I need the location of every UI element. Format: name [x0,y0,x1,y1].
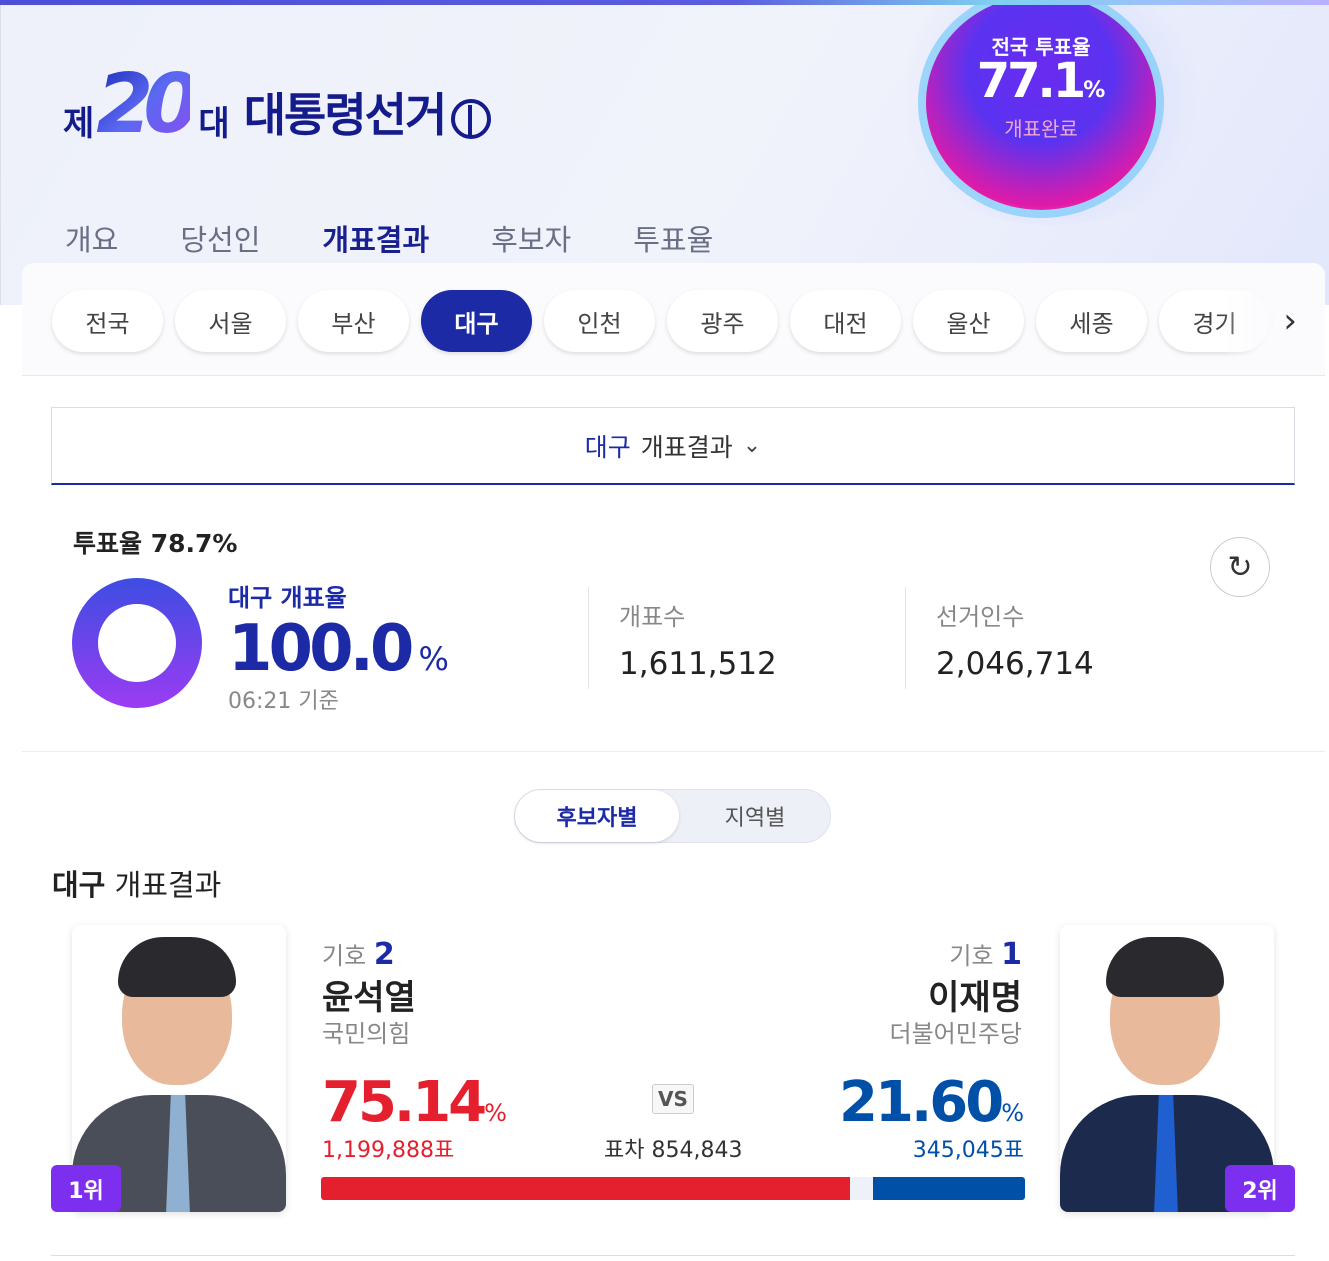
dropdown-region: 대구 [584,432,631,462]
national-turnout-label: 전국 투표율 [991,35,1091,59]
chevron-down-icon: ⌄ [742,433,762,458]
candidate-votes: 345,045표 [912,1138,1024,1163]
top-accent-bar [0,0,1329,5]
vote-stamp-icon [451,99,492,139]
refresh-icon[interactable]: ↻ [1210,537,1270,597]
vs-badge: VS [652,1084,694,1114]
candidate-number: 기호 1 [949,937,1022,972]
candidate-name[interactable]: 윤석열 [322,978,416,1018]
vote-share-bar-right [872,1177,1025,1200]
candidate-name[interactable]: 이재명 [928,978,1022,1018]
vote-difference: 표차 854,843 [604,1138,743,1163]
main-nav: 개요 당선인 개표결과 후보자 투표율 [65,217,713,269]
region-pill[interactable]: 전국 [52,290,163,352]
region-pill[interactable]: 울산 [913,290,1024,352]
electorate-value: 2,046,714 [936,646,1094,682]
candidate-party: 더불어민주당 [889,1020,1022,1048]
count-status: 개표완료 [1004,117,1078,141]
vote-share-bar [321,1177,1025,1200]
bottom-divider [51,1255,1295,1256]
photo-hair [118,937,236,997]
region-turnout: 투표율 78.7% [73,529,238,558]
candidate-votes: 1,199,888표 [322,1138,455,1163]
toggle-by-region[interactable]: 지역별 [724,806,786,831]
count-rate-donut [72,578,202,708]
rank-badge: 1위 [51,1165,121,1212]
tab-turnout[interactable]: 투표율 [633,223,714,257]
header: 제 20 대 대통령선거 전국 투표율 77.1% 개표완료 개요 당선인 개표… [0,5,1329,305]
candidate-pct: 21.60% [839,1070,1024,1135]
dropdown-label: 개표결과 [640,432,733,462]
region-result-dropdown[interactable]: 대구 개표결과 ⌄ [51,407,1295,485]
candidate-pct: 75.14% [322,1070,507,1135]
rank-badge: 2위 [1225,1165,1295,1212]
candidate-photo [72,925,286,1212]
region-pill[interactable]: 인천 [544,290,655,352]
results-title: 대구 개표결과 [52,868,222,902]
section-divider [22,751,1325,752]
logo-prefix: 제 [63,104,95,144]
candidate-party: 국민의힘 [322,1020,411,1048]
scroll-fade [1222,273,1272,368]
count-rate-label: 대구 개표율 [228,584,347,612]
logo-number: 20 [96,57,200,152]
toggle-by-candidate[interactable]: 후보자별 [515,790,679,842]
tab-overview[interactable]: 개요 [65,223,119,257]
national-turnout-value: 77.1% [976,53,1106,109]
region-pill[interactable]: 부산 [298,290,409,352]
region-pill[interactable]: 서울 [175,290,286,352]
divider [588,587,589,689]
divider [905,587,906,689]
national-turnout-badge: 전국 투표율 77.1% 개표완료 [926,5,1156,210]
region-pill-active[interactable]: 대구 [421,290,532,352]
count-rate-value: 100.0% [228,612,449,686]
tab-candidates[interactable]: 후보자 [491,223,572,257]
chevron-right-icon[interactable]: › [1283,301,1297,341]
logo-suffix: 대 [198,104,230,144]
logo-title: 대통령선거 [243,88,448,142]
photo-hair [1106,937,1224,997]
candidate-photo [1060,925,1274,1212]
view-toggle: 후보자별 지역별 [514,789,831,843]
region-tabs: 전국 서울 부산 대구 인천 광주 대전 울산 세종 경기 › [22,263,1325,376]
election-logo[interactable]: 제 20 대 대통령선거 [63,57,492,152]
electorate-label: 선거인수 [936,603,1025,631]
tab-results[interactable]: 개표결과 [322,217,429,269]
vote-share-bar-left [321,1177,850,1200]
candidate-number: 기호 2 [322,937,395,972]
count-time: 06:21 기준 [228,689,339,714]
counted-value: 1,611,512 [619,646,777,682]
region-pill[interactable]: 세종 [1036,290,1147,352]
region-pill[interactable]: 광주 [667,290,778,352]
tab-winner[interactable]: 당선인 [180,223,261,257]
counted-label: 개표수 [619,603,686,631]
region-pill[interactable]: 대전 [790,290,901,352]
